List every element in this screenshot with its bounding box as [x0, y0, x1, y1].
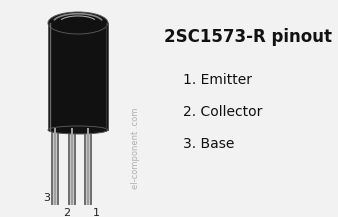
Bar — [69, 128, 76, 205]
Bar — [54, 128, 56, 205]
Bar — [87, 128, 89, 205]
Text: 2: 2 — [63, 208, 70, 217]
Bar — [53, 128, 57, 205]
Text: el-component .com: el-component .com — [130, 107, 140, 189]
Ellipse shape — [48, 12, 108, 34]
Text: 2. Collector: 2. Collector — [183, 105, 262, 119]
Text: 3. Base: 3. Base — [183, 137, 234, 151]
Bar — [51, 128, 58, 205]
Bar — [70, 128, 74, 205]
Bar — [48, 23, 108, 130]
Bar — [86, 128, 90, 205]
Bar — [84, 128, 92, 205]
Text: 2SC1573-R pinout: 2SC1573-R pinout — [164, 28, 332, 46]
Text: 1: 1 — [93, 208, 100, 217]
Text: 1. Emitter: 1. Emitter — [183, 73, 252, 87]
Ellipse shape — [48, 126, 108, 134]
Text: 3: 3 — [43, 193, 50, 203]
Bar — [71, 128, 73, 205]
